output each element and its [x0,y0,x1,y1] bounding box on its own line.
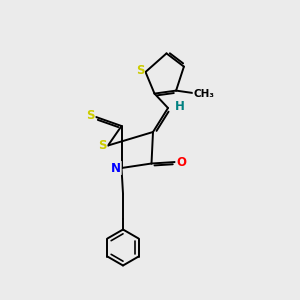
Text: S: S [98,139,107,152]
Text: S: S [86,109,95,122]
Text: S: S [136,64,144,77]
Text: CH₃: CH₃ [193,89,214,99]
Text: N: N [111,161,121,175]
Text: H: H [175,100,184,113]
Text: O: O [176,155,186,169]
